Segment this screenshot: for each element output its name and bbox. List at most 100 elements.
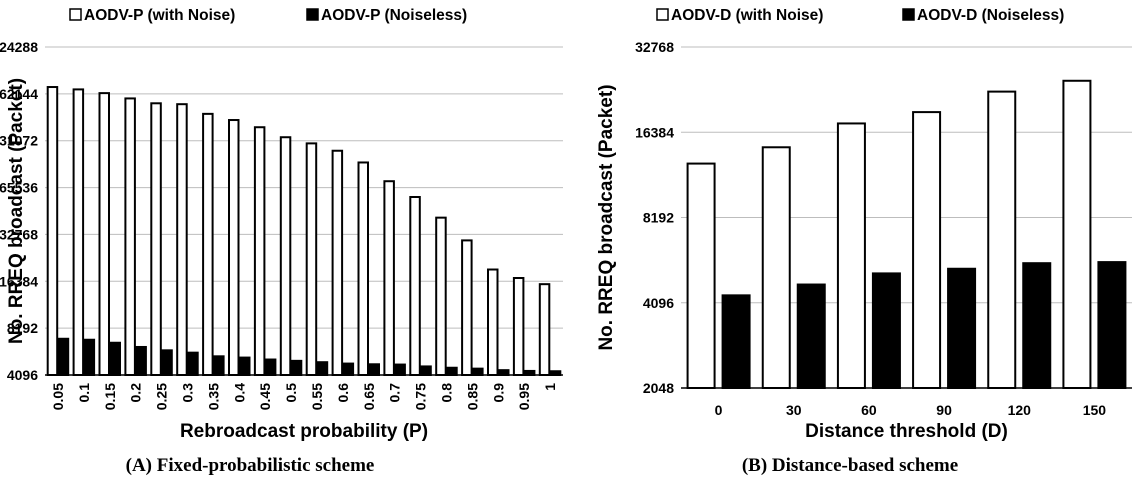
y-axis-title: No. RREQ broadcast (Packet) (596, 84, 617, 350)
x-tick-label: 0.55 (309, 383, 325, 410)
y-tick-label: 524288 (0, 39, 38, 55)
x-tick-label: 0.95 (516, 383, 532, 410)
bar-with-noise (409, 196, 421, 376)
y-tick-label: 4096 (643, 295, 674, 311)
x-tick-label: 0.5 (283, 383, 299, 403)
bar-with-noise (686, 162, 716, 389)
bar-noiseless (187, 351, 199, 377)
bar-with-noise (487, 268, 499, 377)
bar-noiseless (368, 363, 380, 376)
bar-noiseless (109, 341, 121, 376)
x-axis-title: Rebroadcast probability (P) (180, 421, 428, 442)
x-tick-label: 0.2 (128, 383, 144, 403)
bar-noiseless (871, 272, 901, 389)
y-tick-label: 8192 (7, 320, 38, 336)
bar-noiseless (1097, 261, 1127, 390)
bar-with-noise (72, 88, 85, 376)
bar-with-noise (383, 180, 395, 376)
bar-noiseless (947, 267, 977, 390)
bar-with-noise (150, 102, 162, 377)
bar-with-noise (331, 149, 344, 376)
bar-with-noise (538, 283, 551, 377)
y-tick-label: 32768 (635, 39, 674, 55)
legend-swatch-with-noise (656, 8, 669, 21)
bar-noiseless (239, 356, 251, 377)
bar-noiseless (721, 294, 751, 390)
bar-noiseless (83, 338, 96, 377)
y-tick-label: 2048 (643, 380, 674, 396)
x-tick-label: 0.4 (231, 383, 247, 403)
bar-with-noise (435, 216, 447, 376)
bar-noiseless (57, 337, 70, 377)
y-tick-label: 65536 (0, 180, 38, 196)
caption-fixed-probabilistic: (A) Fixed-probabilistic scheme (125, 455, 375, 476)
x-tick-label: 0.25 (154, 383, 170, 410)
bar-noiseless (1022, 262, 1052, 390)
bar-with-noise (46, 86, 59, 376)
bar-with-noise (176, 103, 188, 377)
x-tick-label: 0.65 (361, 383, 377, 410)
bar-with-noise (305, 142, 318, 376)
bar-with-noise (357, 161, 369, 376)
bar-with-noise (461, 239, 473, 376)
legend-swatch-noiseless (902, 8, 915, 21)
x-axis-title: Distance threshold (D) (805, 421, 1008, 442)
x-tick-label: 90 (936, 402, 952, 418)
bar-noiseless (290, 359, 303, 377)
bar-with-noise (202, 112, 214, 376)
bar-with-noise (253, 126, 266, 376)
x-tick-label: 0.1 (76, 383, 92, 403)
bar-with-noise (761, 146, 791, 389)
x-tick-label: 30 (786, 402, 802, 418)
bar-with-noise (98, 92, 110, 376)
y-tick-label: 16384 (0, 273, 38, 289)
bar-noiseless (342, 362, 355, 376)
bar-with-noise (279, 136, 292, 376)
y-axis-title: No. RREQ broadcast (Packet) (6, 78, 27, 344)
bar-noiseless (316, 361, 329, 376)
x-tick-label: 0.9 (490, 383, 506, 403)
bar-noiseless (135, 345, 147, 376)
legend-label-noiseless: AODV-P (Noiseless) (321, 7, 467, 24)
bar-noiseless (264, 358, 277, 376)
x-tick-label: 0.15 (102, 383, 118, 410)
legend-label-with-noise: AODV-P (with Noise) (84, 7, 235, 24)
bar-with-noise (987, 90, 1017, 389)
legend-swatch-noiseless (306, 8, 319, 21)
caption-distance-based: (B) Distance-based scheme (741, 455, 959, 476)
legend-label-with-noise: AODV-D (with Noise) (671, 7, 823, 24)
x-tick-label: 0.35 (205, 383, 221, 410)
x-tick-label: 0.75 (413, 383, 429, 410)
x-tick-label: 0.6 (335, 383, 351, 403)
y-tick-label: 4096 (7, 367, 38, 383)
bar-with-noise (512, 277, 525, 377)
bar-noiseless (394, 363, 406, 376)
chart-distance-based: 2048 4096 8192 16384 32768 0 30 60 90 120 150 Dista… (596, 7, 1132, 442)
x-tick-label: 0.45 (257, 383, 273, 410)
y-tick-label: 16384 (635, 124, 674, 140)
bar-noiseless (213, 355, 225, 376)
bar-with-noise (1062, 79, 1092, 390)
x-tick-label: 0.85 (464, 383, 480, 410)
y-tick-label: 32768 (0, 226, 38, 242)
x-tick-label: 0.8 (438, 383, 454, 403)
bar-with-noise (836, 122, 866, 390)
legend-label-noiseless: AODV-D (Noiseless) (917, 7, 1064, 24)
bar-noiseless (472, 367, 484, 377)
bar-noiseless (446, 366, 458, 377)
bar-with-noise (124, 97, 136, 377)
bar-noiseless (420, 365, 432, 376)
bar-with-noise (228, 119, 240, 376)
y-tick-label: 131072 (0, 133, 38, 149)
y-tick-label: 8192 (643, 210, 674, 226)
x-tick-label: 1 (542, 383, 558, 391)
x-tick-label: 120 (1008, 402, 1032, 418)
x-tick-label: 0.7 (387, 383, 403, 403)
legend-swatch-with-noise (69, 8, 82, 21)
bar-noiseless (161, 349, 173, 376)
x-tick-label: 0.3 (179, 383, 195, 403)
x-tick-label: 0 (715, 402, 723, 418)
